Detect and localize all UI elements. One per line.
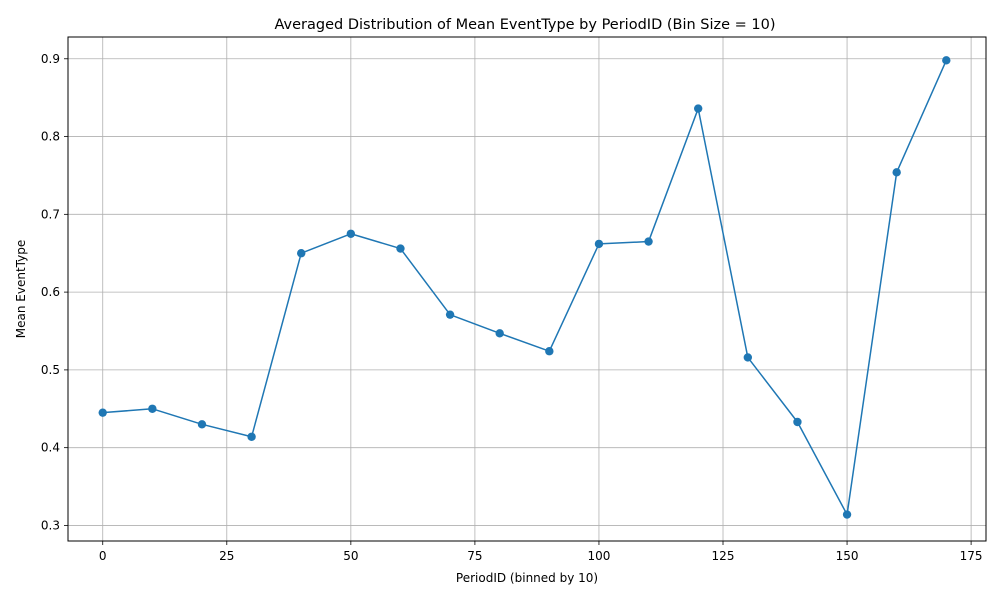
data-point (445, 310, 455, 319)
x-tick-label: 175 (960, 549, 983, 563)
x-tick-label: 125 (712, 549, 735, 563)
gridlines (68, 37, 986, 541)
x-axis: 0 25 50 75 100 125 150 175 (99, 541, 983, 563)
y-tick-label: 0.4 (41, 441, 60, 455)
data-point (495, 329, 504, 338)
y-tick-label: 0.7 (41, 207, 60, 221)
data-point (594, 239, 604, 249)
data-series (98, 56, 951, 519)
series-line (102, 60, 947, 516)
x-tick-label: 150 (836, 549, 859, 563)
data-point (693, 104, 703, 113)
data-point (197, 420, 207, 429)
y-tick-label: 0.3 (41, 518, 60, 532)
y-tick-label: 0.8 (41, 130, 60, 144)
x-tick-label: 75 (467, 549, 482, 563)
data-point (793, 417, 802, 427)
data-point (892, 168, 901, 177)
x-tick-label: 25 (219, 549, 234, 563)
data-point (842, 510, 852, 519)
data-point (98, 408, 107, 417)
x-tick-label: 50 (343, 549, 358, 563)
data-point (942, 56, 951, 65)
y-tick-label: 0.9 (41, 52, 60, 66)
data-point (743, 353, 753, 362)
data-point (644, 237, 653, 246)
data-point (396, 244, 405, 253)
x-axis-title: PeriodID (binned by 10) (456, 571, 598, 585)
data-point (297, 249, 306, 258)
data-point (346, 229, 356, 238)
chart-title: Averaged Distribution of Mean EventType … (274, 17, 775, 33)
data-point (545, 347, 554, 356)
y-axis: 0.3 0.4 0.5 0.6 0.7 0.8 0.9 (41, 52, 68, 532)
y-tick-label: 0.6 (41, 285, 60, 299)
data-point (247, 432, 256, 441)
y-axis-title: Mean EventType (14, 240, 28, 338)
plot-frame (67, 36, 987, 542)
data-point (148, 404, 157, 413)
x-tick-label: 100 (587, 549, 610, 563)
y-tick-label: 0.5 (41, 363, 60, 377)
x-tick-label: 0 (99, 549, 107, 563)
